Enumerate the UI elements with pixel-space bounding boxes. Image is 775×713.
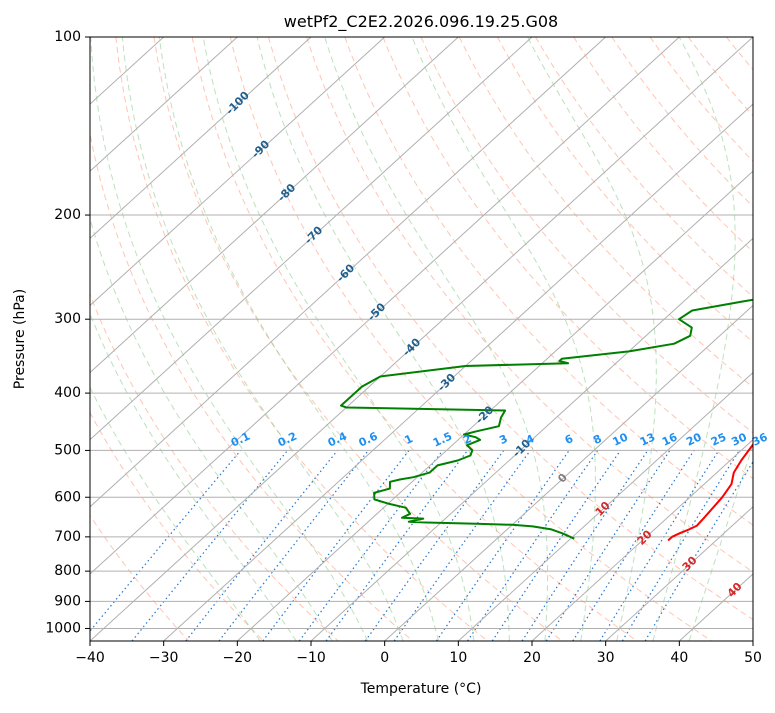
mixing-ratio-label: 3 xyxy=(497,432,509,447)
moist-adiabat xyxy=(91,37,368,641)
mixing-ratio-label: 2 xyxy=(461,432,473,447)
moist-adiabat xyxy=(412,37,595,641)
x-tick-label: −10 xyxy=(296,650,326,666)
dry-adiabat xyxy=(765,37,775,641)
mixing-ratio-line xyxy=(622,450,739,641)
isotherm-gridline xyxy=(0,37,311,641)
y-axis-label: Pressure (hPa) xyxy=(12,289,28,389)
dry-adiabat xyxy=(269,37,775,641)
isotherm-gridline xyxy=(0,37,458,641)
dry-adiabat xyxy=(612,37,775,641)
moist-adiabat xyxy=(203,37,474,641)
mixing-ratio-label: 16 xyxy=(660,430,680,448)
y-tick-label: 200 xyxy=(54,207,81,223)
moist-adiabat xyxy=(63,37,332,641)
mixing-ratio-line xyxy=(600,450,719,641)
y-tick-label: 1000 xyxy=(45,620,81,636)
y-tick-label: 800 xyxy=(54,563,81,579)
x-tick-label: 10 xyxy=(449,650,467,666)
x-tick-label: 50 xyxy=(744,650,762,666)
x-tick-label: −30 xyxy=(149,650,179,666)
dry-adiabat xyxy=(230,37,711,641)
moist-adiabat xyxy=(689,37,775,641)
isotherm-label: -100 xyxy=(223,89,252,118)
mixing-ratio-line xyxy=(522,450,648,641)
moist-adiabat xyxy=(14,37,260,641)
y-tick-label: 300 xyxy=(54,311,81,327)
dewpoint-profile xyxy=(341,37,775,539)
x-tick-label: 20 xyxy=(523,650,541,666)
isotherm-gridline xyxy=(753,37,775,641)
moist-adiabat xyxy=(325,37,548,641)
dry-adiabat xyxy=(688,37,775,641)
x-tick-label: −40 xyxy=(75,650,105,666)
mixing-ratio-label: 1 xyxy=(403,432,415,447)
isotherm-gridline xyxy=(0,37,237,641)
chart-title: wetPf2_C2E2.2026.096.19.25.G08 xyxy=(284,12,558,32)
mixing-ratio-line xyxy=(326,450,467,641)
dry-adiabat xyxy=(726,37,775,641)
dry-adiabat xyxy=(650,37,775,641)
mixing-ratio-line xyxy=(82,450,241,641)
isotherm-gridline xyxy=(0,37,532,641)
x-tick-label: 0 xyxy=(380,650,389,666)
y-tick-label: 500 xyxy=(54,442,81,458)
x-axis-label: Temperature (°C) xyxy=(360,681,482,697)
isotherm-gridline xyxy=(16,37,679,641)
x-tick-label: −20 xyxy=(223,650,253,666)
mixing-ratio-line xyxy=(219,450,368,641)
mixing-ratio-label: 0.4 xyxy=(326,429,349,449)
mixing-ratio-label: 6 xyxy=(563,432,576,447)
y-tick-label: 700 xyxy=(54,529,81,545)
mixing-ratio-line xyxy=(436,450,569,641)
mixing-ratio-label: 8 xyxy=(591,432,603,447)
mixing-ratio-line xyxy=(492,450,620,641)
dry-adiabat xyxy=(1,37,263,641)
isotherm-gridline xyxy=(0,37,606,641)
dry-adiabat xyxy=(0,37,189,641)
mixing-ratio-label: 13 xyxy=(638,430,657,448)
dry-adiabat xyxy=(78,37,413,641)
mixing-ratio-line xyxy=(263,450,409,641)
mixing-ratio-line xyxy=(468,450,598,641)
dry-adiabat xyxy=(345,37,775,641)
moist-adiabat xyxy=(257,37,509,641)
mixing-ratio-line xyxy=(299,450,443,641)
y-tick-label: 100 xyxy=(54,29,81,45)
isotherm-gridline xyxy=(90,37,753,641)
y-tick-label: 900 xyxy=(54,593,81,609)
y-tick-label: 400 xyxy=(54,385,81,401)
mixing-ratio-label: 0.1 xyxy=(229,430,252,450)
x-tick-label: 40 xyxy=(670,650,688,666)
dry-adiabat xyxy=(574,37,775,641)
x-tick-label: 30 xyxy=(597,650,615,666)
dry-adiabat xyxy=(497,37,775,641)
y-tick-label: 600 xyxy=(54,489,81,505)
mixing-ratio-line xyxy=(573,450,694,641)
mixing-ratio-label: 25 xyxy=(709,430,728,448)
